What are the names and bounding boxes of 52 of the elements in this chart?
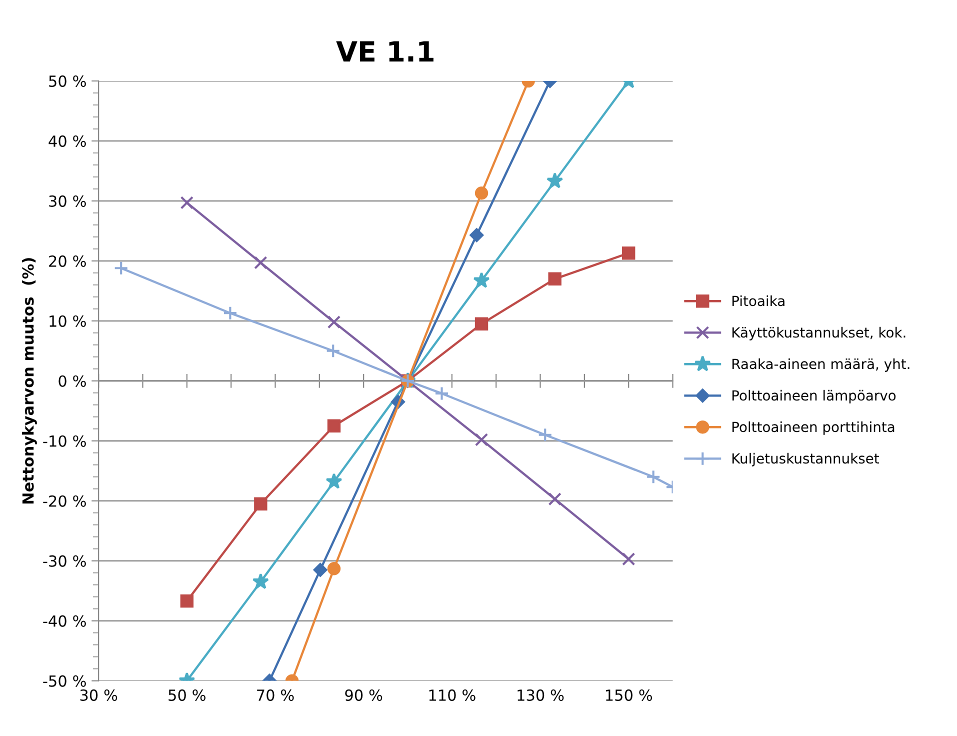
y-axis-title: Nettonykyarvon muutos (%) <box>22 258 37 504</box>
x-tick-label: 30 % <box>80 689 118 701</box>
point <box>326 344 340 358</box>
point <box>114 260 128 276</box>
point <box>434 386 450 401</box>
y-tick-label: -10 % <box>43 435 86 447</box>
point <box>180 594 194 608</box>
y-tick-label: 40 % <box>48 135 86 147</box>
chart-title: VE 1.1 <box>336 41 434 62</box>
point <box>474 186 488 200</box>
point <box>313 562 328 577</box>
point <box>538 428 552 442</box>
y-tick-label: 30 % <box>49 195 86 207</box>
point <box>326 472 342 489</box>
y-tick-label: 50 % <box>49 75 86 87</box>
point <box>254 497 268 510</box>
legend-label: Polttoaineen lämpöarvo <box>732 390 896 404</box>
point <box>474 317 488 330</box>
legend-label: Kuljetuskustannukset <box>732 452 880 466</box>
point <box>222 306 238 320</box>
point <box>180 196 194 210</box>
point <box>646 470 661 484</box>
legend-label: Käyttökustannukset, kok. <box>732 326 906 340</box>
y-tick-label: -30 % <box>43 555 86 567</box>
y-tick-label: 20 % <box>49 255 86 267</box>
point <box>327 562 341 576</box>
legend-label: Pitoaika <box>732 295 784 306</box>
legend-label: Polttoaineen porttihinta <box>732 421 894 435</box>
point <box>546 172 564 188</box>
point <box>622 246 636 260</box>
x-tick-label: 50 % <box>168 689 206 701</box>
x-tick-label: 90 % <box>345 689 382 701</box>
point <box>470 228 484 242</box>
y-tick-label: 0 % <box>58 375 86 387</box>
x-tick-label: 70 % <box>257 689 294 701</box>
point <box>473 272 490 288</box>
point <box>622 552 636 566</box>
point <box>474 433 488 446</box>
x-tick-label: 150 % <box>606 689 652 701</box>
point <box>327 315 341 329</box>
point <box>548 272 562 286</box>
point <box>327 419 341 432</box>
point <box>254 256 268 270</box>
point <box>252 573 269 590</box>
point <box>548 492 562 506</box>
y-tick-label: -40 % <box>43 615 86 627</box>
x-tick-label: 130 % <box>518 689 564 701</box>
y-tick-label: 10 % <box>50 315 86 327</box>
y-tick-label: -50 % <box>43 675 86 687</box>
legend-label: Raaka-aineen määrä, yht. <box>732 358 910 372</box>
x-tick-label: 110 % <box>429 689 476 701</box>
y-tick-label: -20 % <box>43 495 86 507</box>
